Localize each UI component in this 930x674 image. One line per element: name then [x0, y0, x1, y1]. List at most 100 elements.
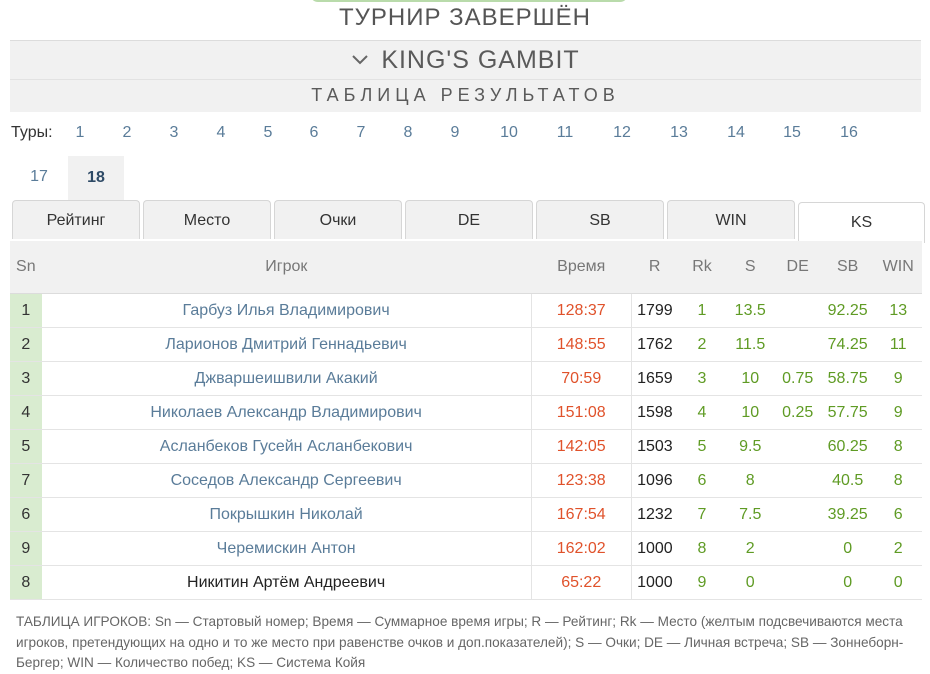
de-cell: [774, 327, 821, 362]
rating-cell: 1096: [631, 463, 678, 498]
win-cell: 13: [874, 293, 922, 328]
table-row[interactable]: 3 Джваршеишвили Акакий 70:59 1659 3 10 0.75 58.…: [10, 361, 922, 396]
round-12[interactable]: 12: [613, 124, 631, 141]
round-6[interactable]: 6: [309, 124, 319, 141]
rank-cell: 4: [677, 395, 727, 430]
de-cell: 0.75: [774, 361, 821, 396]
col-de[interactable]: DE: [774, 241, 821, 294]
row-sn: 9: [10, 531, 42, 566]
section-title: ТАБЛИЦА РЕЗУЛЬТАТОВ: [10, 80, 921, 112]
round-11[interactable]: 11: [556, 124, 574, 141]
tournament-name: KING'S GAMBIT: [381, 46, 580, 74]
win-cell: 11: [874, 327, 922, 362]
col-score[interactable]: S: [726, 241, 775, 294]
sort-tabs: Рейтинг Место Очки DE SB WIN KS: [10, 200, 925, 243]
player-name[interactable]: Николаев Александр Владимирович: [41, 395, 532, 430]
win-cell: 8: [874, 463, 922, 498]
score-cell: 10: [726, 361, 775, 396]
win-cell: 6: [874, 497, 922, 532]
round-2[interactable]: 2: [122, 124, 132, 141]
table-row[interactable]: 8 Никитин Артём Андреевич 65:22 1000 9 0 0 0: [10, 565, 922, 600]
tab-место[interactable]: Место: [143, 200, 271, 239]
round-15[interactable]: 15: [783, 124, 801, 141]
round-14[interactable]: 14: [727, 124, 745, 141]
player-name[interactable]: Покрышкин Николай: [41, 497, 532, 532]
time-cell: 162:02: [530, 531, 632, 566]
row-sn: 1: [10, 293, 42, 328]
de-cell: [774, 531, 821, 566]
rating-cell: 1503: [631, 429, 678, 464]
round-1[interactable]: 1: [75, 124, 85, 141]
col-win[interactable]: WIN: [874, 241, 922, 294]
rank-cell: 8: [677, 531, 727, 566]
table-row[interactable]: 1 Гарбуз Илья Владимирович 128:37 1799 1 13.5…: [10, 293, 922, 328]
row-sn: 3: [10, 361, 42, 396]
sb-cell: 39.25: [820, 497, 875, 532]
col-player[interactable]: Игрок: [41, 241, 532, 294]
tab-рейтинг[interactable]: Рейтинг: [12, 200, 140, 239]
table-row[interactable]: 5 Асланбеков Гусейн Асланбекович 142:05 150…: [10, 429, 922, 464]
player-name[interactable]: Джваршеишвили Акакий: [41, 361, 532, 396]
col-rating[interactable]: R: [631, 241, 678, 294]
player-name[interactable]: Никитин Артём Андреевич: [41, 565, 532, 600]
table-row[interactable]: 2 Ларионов Дмитрий Геннадьевич 148:55 1762 2…: [10, 327, 922, 362]
score-cell: 8: [726, 463, 775, 498]
col-rank[interactable]: Rk: [677, 241, 727, 294]
results-table: Sn Игрок Время R Rk S DE SB WIN 1 Гарбуз …: [10, 241, 922, 600]
row-sn: 7: [10, 463, 42, 498]
row-sn: 8: [10, 565, 42, 600]
round-8[interactable]: 8: [403, 124, 413, 141]
rating-cell: 1598: [631, 395, 678, 430]
rating-cell: 1000: [631, 531, 678, 566]
row-sn: 5: [10, 429, 42, 464]
table-row[interactable]: 4 Николаев Александр Владимирович 151:08 15…: [10, 395, 922, 430]
round-3[interactable]: 3: [169, 124, 179, 141]
round-10[interactable]: 10: [500, 124, 518, 141]
de-cell: [774, 497, 821, 532]
tab-очки[interactable]: Очки: [274, 200, 402, 239]
round-17[interactable]: 17: [30, 168, 48, 185]
round-9[interactable]: 9: [450, 124, 460, 141]
rating-cell: 1000: [631, 565, 678, 600]
sb-cell: 57.75: [820, 395, 875, 430]
win-cell: 9: [874, 361, 922, 396]
time-cell: 142:05: [530, 429, 632, 464]
tab-de[interactable]: DE: [405, 200, 533, 239]
table-legend: ТАБЛИЦА ИГРОКОВ: Sn — Стартовый номер; В…: [16, 614, 904, 670]
round-7[interactable]: 7: [356, 124, 366, 141]
tab-ks[interactable]: KS: [798, 202, 925, 243]
player-name[interactable]: Гарбуз Илья Владимирович: [41, 293, 532, 328]
player-name[interactable]: Черемискин Антон: [41, 531, 532, 566]
tournament-selector[interactable]: KING'S GAMBIT: [10, 40, 921, 80]
sb-cell: 60.25: [820, 429, 875, 464]
sb-cell: 58.75: [820, 361, 875, 396]
round-4[interactable]: 4: [216, 124, 226, 141]
rating-cell: 1659: [631, 361, 678, 396]
round-13[interactable]: 13: [670, 124, 688, 141]
table-row[interactable]: 6 Покрышкин Николай 167:54 1232 7 7.5 39.25 6: [10, 497, 922, 532]
score-cell: 13.5: [726, 293, 775, 328]
tab-sb[interactable]: SB: [536, 200, 664, 239]
tab-win[interactable]: WIN: [667, 200, 795, 239]
time-cell: 65:22: [530, 565, 632, 600]
table-row[interactable]: 9 Черемискин Антон 162:02 1000 8 2 0 2: [10, 531, 922, 566]
player-name[interactable]: Соседов Александр Сергеевич: [41, 463, 532, 498]
score-cell: 11.5: [726, 327, 775, 362]
col-sn[interactable]: Sn: [10, 241, 42, 294]
col-time[interactable]: Время: [531, 241, 632, 294]
score-cell: 10: [726, 395, 775, 430]
round-18[interactable]: 18: [68, 156, 124, 200]
player-name[interactable]: Ларионов Дмитрий Геннадьевич: [41, 327, 532, 362]
player-name[interactable]: Асланбеков Гусейн Асланбекович: [41, 429, 532, 464]
rank-cell: 6: [677, 463, 727, 498]
row-sn: 2: [10, 327, 42, 362]
win-cell: 9: [874, 395, 922, 430]
col-sb[interactable]: SB: [820, 241, 875, 294]
de-cell: [774, 429, 821, 464]
row-sn: 4: [10, 395, 42, 430]
rating-cell: 1799: [631, 293, 678, 328]
round-16[interactable]: 16: [840, 124, 858, 141]
table-row[interactable]: 7 Соседов Александр Сергеевич 123:38 1096 6 8…: [10, 463, 922, 498]
round-5[interactable]: 5: [263, 124, 273, 141]
rank-cell: 5: [677, 429, 727, 464]
